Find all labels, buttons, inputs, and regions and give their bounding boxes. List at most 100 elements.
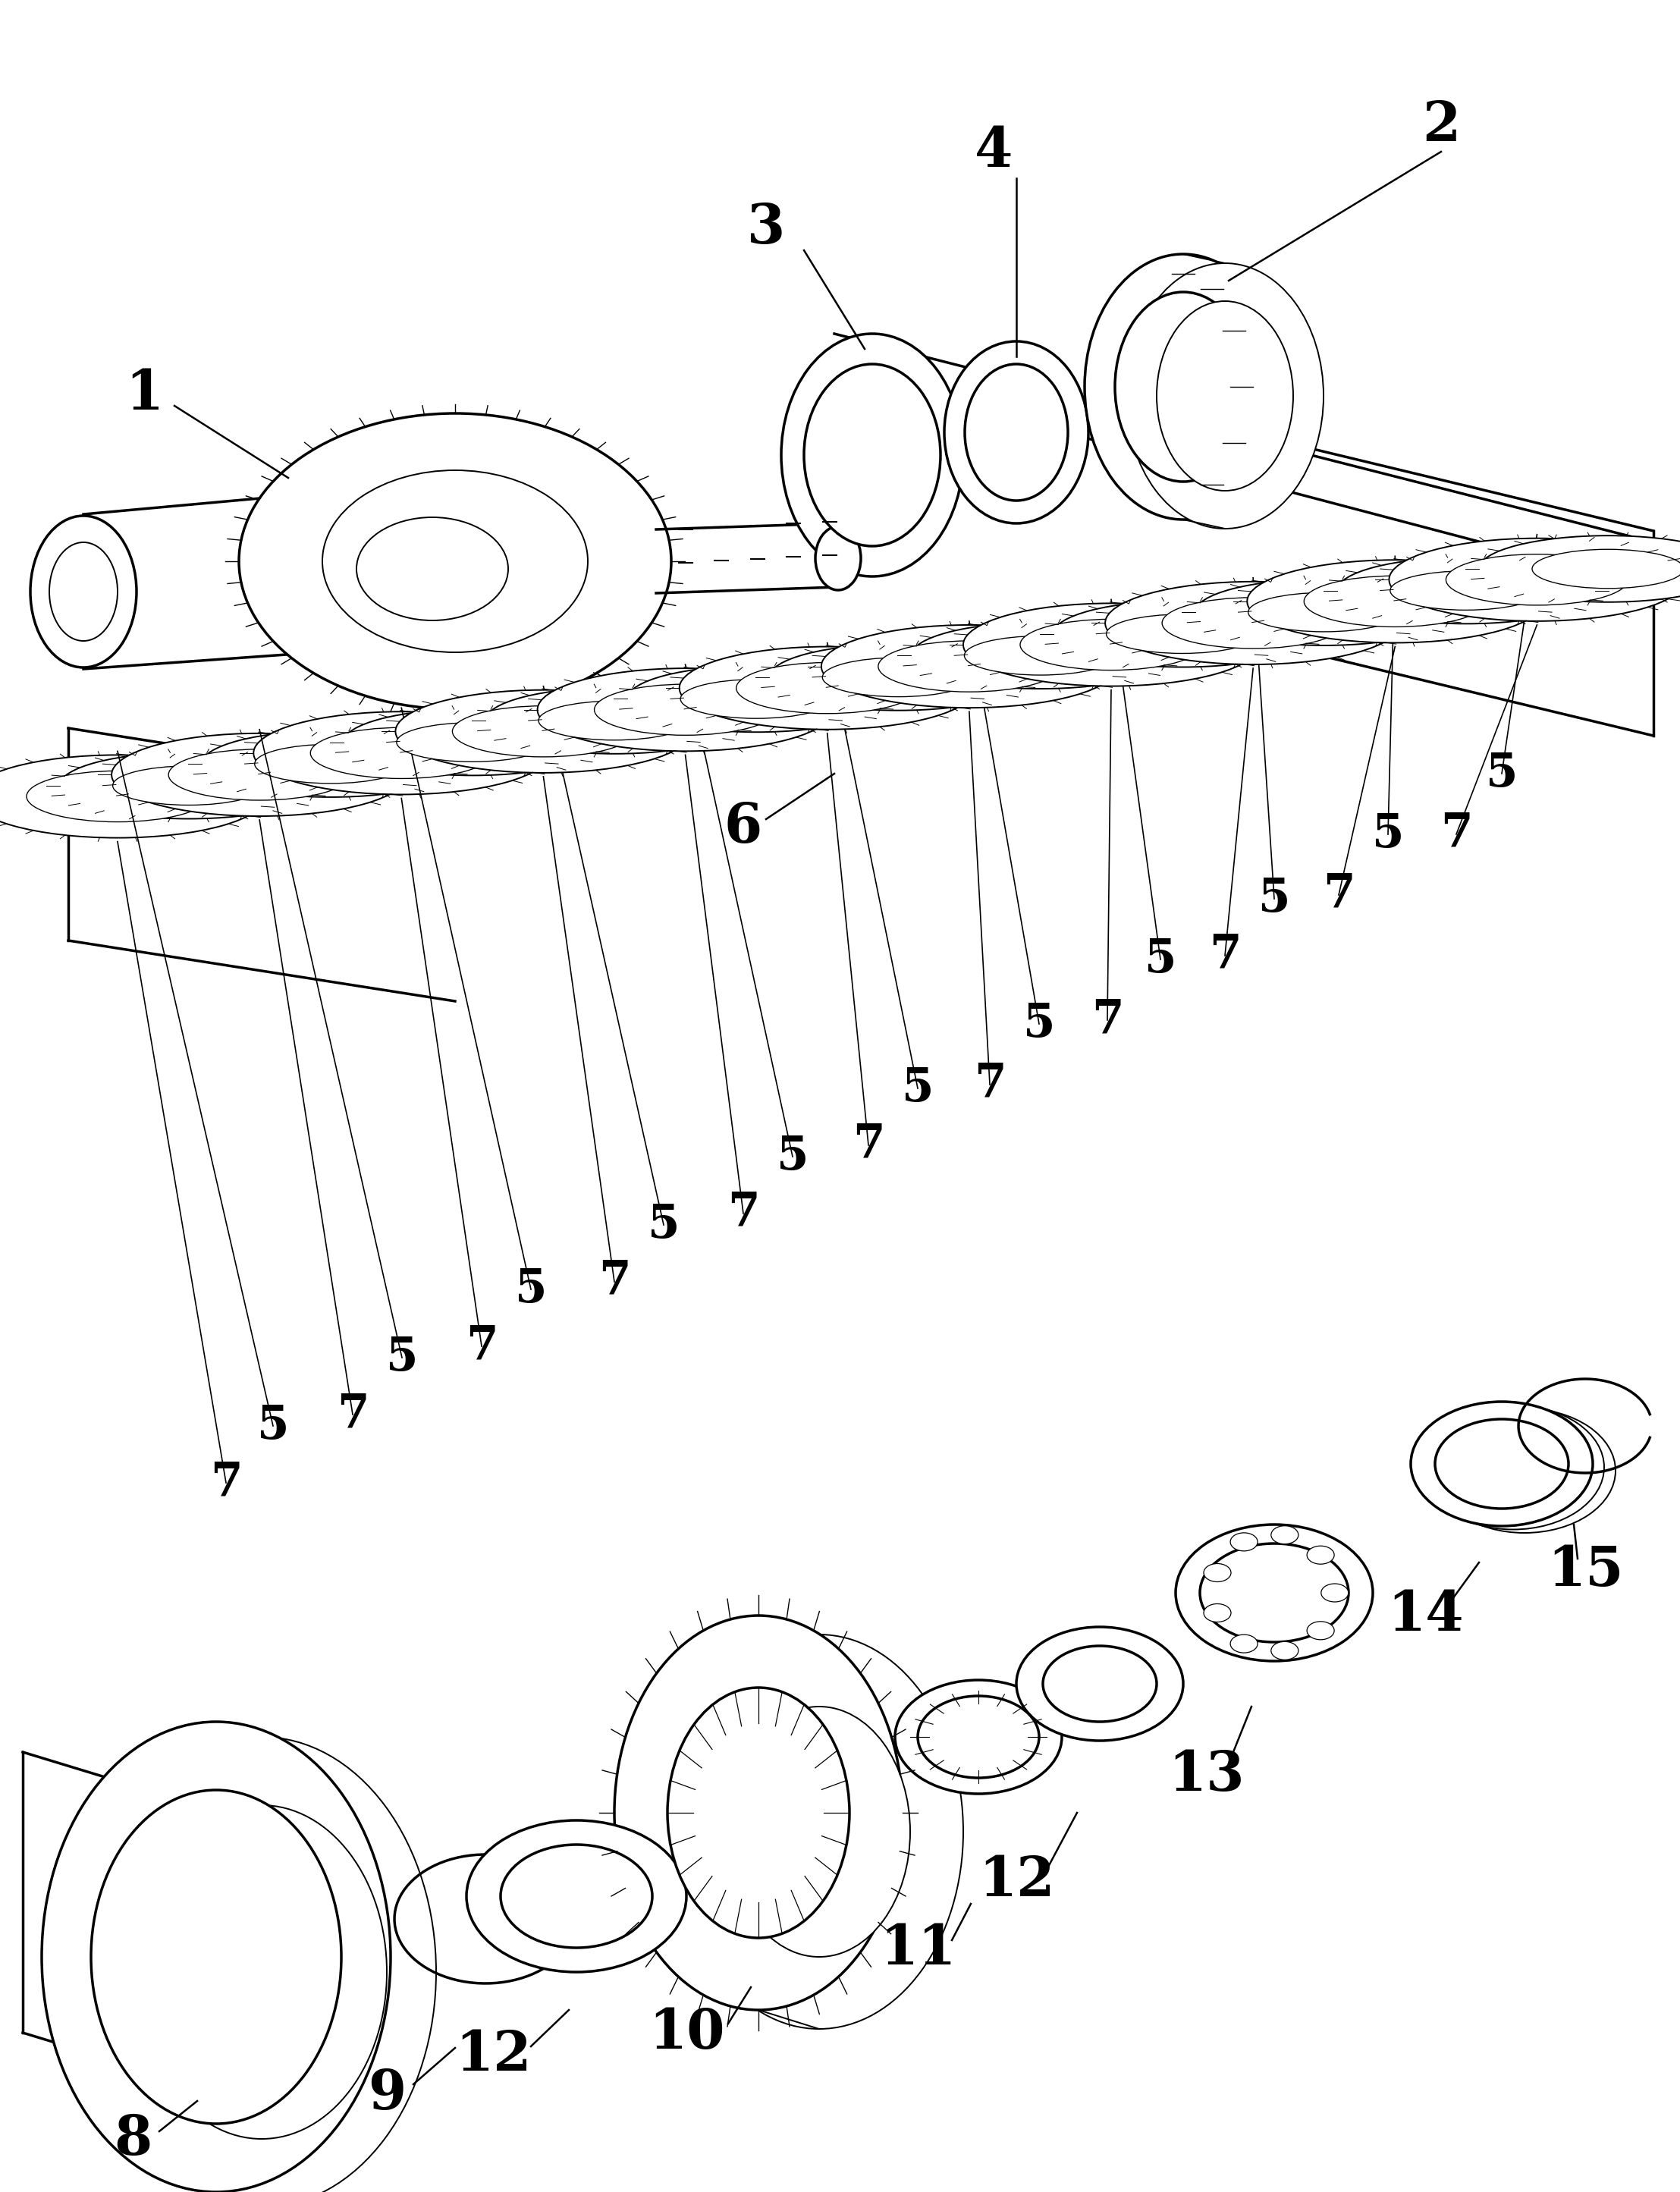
Ellipse shape	[1307, 1622, 1334, 1640]
Ellipse shape	[1248, 592, 1399, 631]
Text: 7: 7	[727, 1190, 759, 1236]
Ellipse shape	[1016, 1626, 1183, 1740]
Text: 7: 7	[210, 1460, 242, 1506]
Text: 12: 12	[978, 1854, 1055, 1907]
Ellipse shape	[1446, 555, 1628, 605]
Ellipse shape	[1043, 1646, 1156, 1721]
Ellipse shape	[168, 750, 351, 800]
Ellipse shape	[111, 734, 408, 815]
Text: 9: 9	[368, 2067, 407, 2120]
Ellipse shape	[395, 690, 690, 774]
Ellipse shape	[202, 730, 459, 798]
Ellipse shape	[964, 636, 1116, 675]
Ellipse shape	[1337, 557, 1594, 625]
Text: 2: 2	[1421, 99, 1460, 151]
Ellipse shape	[1156, 300, 1294, 491]
Text: 7: 7	[974, 1061, 1006, 1107]
Ellipse shape	[323, 471, 588, 653]
Ellipse shape	[255, 745, 407, 783]
Ellipse shape	[1446, 1423, 1579, 1512]
Text: 3: 3	[748, 202, 785, 254]
Ellipse shape	[113, 765, 264, 804]
Ellipse shape	[964, 364, 1068, 500]
Ellipse shape	[0, 754, 265, 837]
Ellipse shape	[675, 1635, 963, 2030]
Text: 7: 7	[598, 1258, 630, 1304]
Ellipse shape	[1203, 1563, 1231, 1583]
Ellipse shape	[42, 1721, 391, 2192]
Text: 8: 8	[114, 2111, 151, 2166]
Ellipse shape	[27, 772, 208, 822]
Ellipse shape	[911, 623, 1169, 688]
Ellipse shape	[1304, 576, 1487, 627]
Ellipse shape	[343, 708, 601, 776]
Ellipse shape	[1105, 614, 1258, 653]
Text: 10: 10	[648, 2006, 724, 2060]
Ellipse shape	[1307, 1545, 1334, 1565]
Ellipse shape	[91, 1791, 341, 2124]
Ellipse shape	[87, 1736, 437, 2192]
Text: 5: 5	[1144, 936, 1176, 982]
Ellipse shape	[627, 666, 885, 732]
Ellipse shape	[781, 333, 963, 576]
Ellipse shape	[1105, 581, 1401, 664]
Ellipse shape	[805, 364, 941, 546]
Ellipse shape	[1247, 559, 1542, 642]
Text: 5: 5	[776, 1133, 808, 1179]
Ellipse shape	[501, 1846, 652, 1949]
Ellipse shape	[1053, 601, 1310, 666]
Text: 7: 7	[1208, 934, 1242, 978]
Ellipse shape	[1478, 535, 1680, 603]
Ellipse shape	[1176, 1526, 1373, 1662]
Ellipse shape	[539, 701, 690, 741]
Ellipse shape	[815, 526, 860, 590]
Ellipse shape	[736, 662, 919, 715]
Ellipse shape	[680, 680, 832, 719]
Text: 1: 1	[124, 368, 163, 421]
Text: 5: 5	[257, 1403, 289, 1449]
Ellipse shape	[1423, 1405, 1604, 1530]
Ellipse shape	[1389, 570, 1542, 609]
Ellipse shape	[1272, 1642, 1299, 1659]
Text: 5: 5	[1485, 752, 1517, 796]
Text: 5: 5	[1258, 877, 1290, 921]
Text: 4: 4	[974, 125, 1013, 178]
Ellipse shape	[254, 712, 549, 794]
Ellipse shape	[486, 688, 743, 754]
Ellipse shape	[49, 541, 118, 640]
Ellipse shape	[1320, 1583, 1349, 1602]
Text: 11: 11	[880, 1922, 956, 1977]
Ellipse shape	[895, 1679, 1062, 1793]
Ellipse shape	[1163, 598, 1344, 649]
Text: 12: 12	[455, 2028, 531, 2082]
Ellipse shape	[727, 1708, 911, 1957]
Ellipse shape	[239, 414, 672, 710]
Ellipse shape	[1272, 1526, 1299, 1543]
Ellipse shape	[944, 342, 1089, 524]
Text: 7: 7	[1092, 997, 1124, 1043]
Text: 5: 5	[514, 1267, 548, 1313]
Ellipse shape	[823, 658, 974, 697]
Text: 7: 7	[465, 1324, 497, 1370]
Ellipse shape	[1020, 618, 1203, 671]
Text: 5: 5	[386, 1335, 418, 1381]
Ellipse shape	[311, 728, 492, 778]
Ellipse shape	[667, 1688, 850, 1938]
Ellipse shape	[917, 1697, 1040, 1778]
Ellipse shape	[1411, 1401, 1593, 1526]
Ellipse shape	[1126, 263, 1324, 528]
Ellipse shape	[1200, 1543, 1349, 1642]
Ellipse shape	[1389, 539, 1680, 620]
Text: 5: 5	[647, 1201, 680, 1247]
Ellipse shape	[136, 1806, 386, 2139]
Ellipse shape	[1194, 579, 1453, 644]
Ellipse shape	[1230, 1532, 1258, 1552]
Ellipse shape	[1433, 1409, 1616, 1532]
Text: 5: 5	[1373, 811, 1404, 857]
Ellipse shape	[1116, 292, 1252, 482]
Ellipse shape	[879, 640, 1060, 693]
Ellipse shape	[396, 723, 548, 763]
Text: 7: 7	[1322, 872, 1354, 918]
Text: 14: 14	[1388, 1589, 1463, 1642]
Ellipse shape	[769, 644, 1026, 710]
